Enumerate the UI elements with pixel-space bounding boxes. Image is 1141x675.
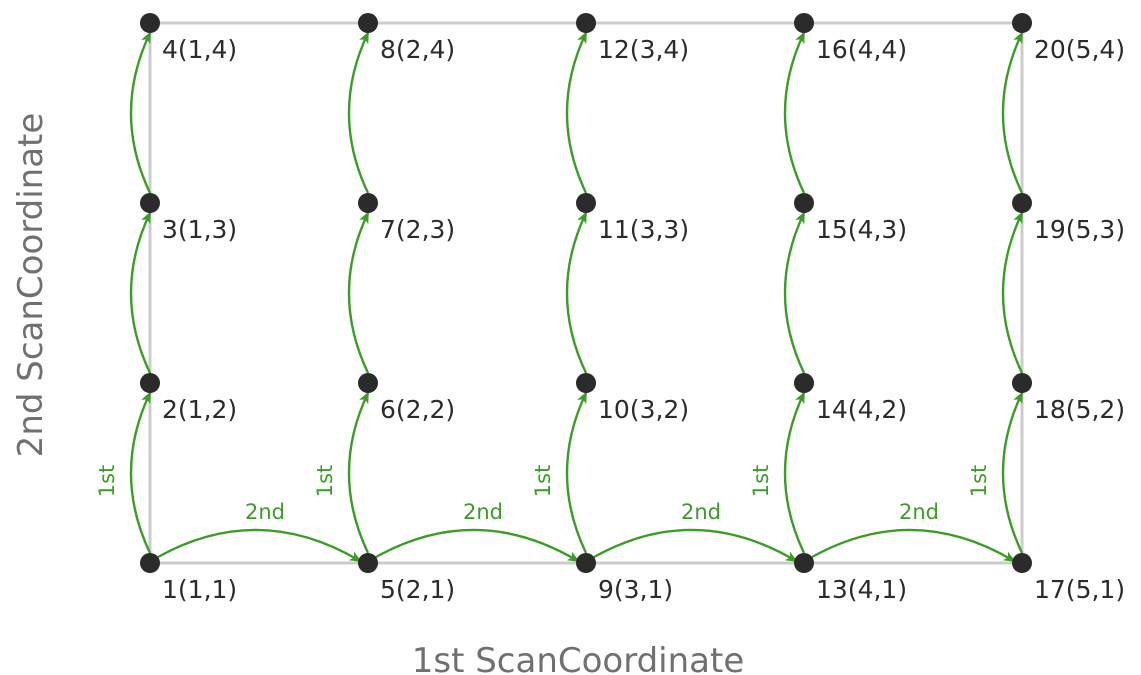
grid-node: [140, 553, 160, 573]
node-label: 20(5,4): [1034, 35, 1125, 64]
grid-node: [358, 553, 378, 573]
grid-node: [794, 553, 814, 573]
node-labels: 1(1,1) 2(1,2) 3(1,3) 4(1,4) 5(2,1) 6(2,2) 7(2,…: [162, 35, 1125, 604]
first-scan-arrow-label: 1st: [749, 465, 773, 498]
second-scan-arrow: [593, 528, 798, 563]
node-label: 7(2,3): [380, 215, 455, 244]
node-label: 1(1,1): [162, 575, 237, 604]
first-scan-arrow: [129, 31, 152, 194]
node-label: 8(2,4): [380, 35, 455, 64]
node-label: 15(4,3): [816, 215, 907, 244]
second-scan-arrow: [157, 528, 362, 563]
grid-nodes: [140, 13, 1032, 573]
first-scan-arrow-label: 1st: [313, 465, 337, 498]
second-scan-arrow: [811, 528, 1016, 563]
node-label: 18(5,2): [1034, 395, 1125, 424]
grid-lines: [148, 21, 1024, 565]
x-axis-label: 1st ScanCoordinate: [412, 641, 745, 675]
node-label: 10(3,2): [598, 395, 689, 424]
first-scan-arrow: [129, 391, 152, 554]
node-label: 4(1,4): [162, 35, 237, 64]
grid-node: [1012, 373, 1032, 393]
grid-node: [576, 13, 596, 33]
grid-border: [148, 21, 1024, 565]
node-label: 3(1,3): [162, 215, 237, 244]
node-label: 5(2,1): [380, 575, 455, 604]
grid-node: [794, 373, 814, 393]
second-scan-arrow-label: 2nd: [899, 500, 939, 524]
first-scan-arrow: [783, 31, 806, 194]
first-scan-arrow: [565, 211, 588, 374]
scan-arrows: 1st 1st 1st 1st 1st 2nd 2nd 2nd 2nd: [95, 31, 1024, 563]
second-scan-arrow-label: 2nd: [245, 500, 285, 524]
first-scan-arrow: [1001, 211, 1024, 374]
first-scan-arrow: [347, 31, 370, 194]
first-scan-arrow-label: 1st: [967, 465, 991, 498]
node-label: 14(4,2): [816, 395, 907, 424]
grid-node: [1012, 13, 1032, 33]
first-scan-arrow: [783, 391, 806, 554]
first-scan-arrow: [565, 31, 588, 194]
grid-node: [140, 13, 160, 33]
first-scan-arrow: [1001, 31, 1024, 194]
second-scan-arrow: [375, 528, 580, 563]
first-scan-arrow: [129, 211, 152, 374]
first-scan-arrow: [783, 211, 806, 374]
grid-node: [358, 193, 378, 213]
first-scan-arrow: [1001, 391, 1024, 554]
grid-node: [1012, 193, 1032, 213]
y-axis-label: 2nd ScanCoordinate: [11, 113, 51, 458]
grid-node: [794, 193, 814, 213]
first-scan-arrow: [347, 211, 370, 374]
first-scan-arrow-label: 1st: [531, 465, 555, 498]
second-scan-arrow-label: 2nd: [463, 500, 503, 524]
first-scan-arrow: [347, 391, 370, 554]
grid-node: [794, 13, 814, 33]
second-scan-arrow-label: 2nd: [681, 500, 721, 524]
grid-node: [358, 373, 378, 393]
node-label: 19(5,3): [1034, 215, 1125, 244]
node-label: 9(3,1): [598, 575, 673, 604]
node-label: 12(3,4): [598, 35, 689, 64]
node-label: 13(4,1): [816, 575, 907, 604]
grid-node: [358, 13, 378, 33]
grid-node: [576, 553, 596, 573]
grid-node: [576, 373, 596, 393]
grid-node: [576, 193, 596, 213]
node-label: 17(5,1): [1034, 575, 1125, 604]
node-label: 2(1,2): [162, 395, 237, 424]
first-scan-arrow-label: 1st: [95, 465, 119, 498]
grid-node: [140, 193, 160, 213]
grid-node: [1012, 553, 1032, 573]
grid-node: [140, 373, 160, 393]
node-label: 6(2,2): [380, 395, 455, 424]
node-label: 16(4,4): [816, 35, 907, 64]
first-scan-arrow: [565, 391, 588, 554]
node-label: 11(3,3): [598, 215, 689, 244]
